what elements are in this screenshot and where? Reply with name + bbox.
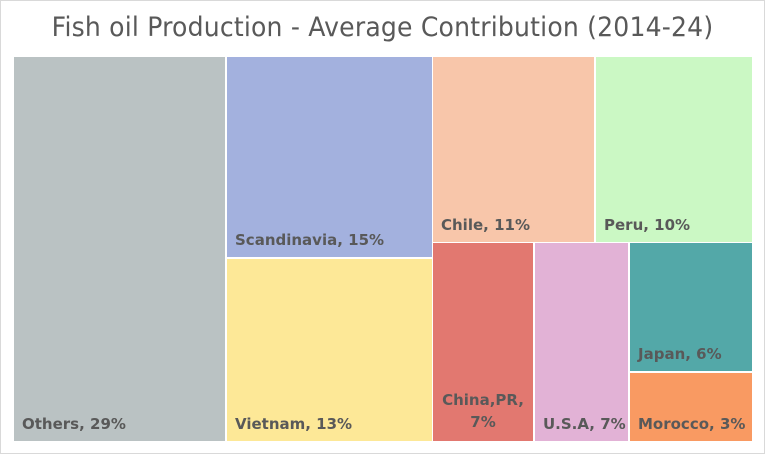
tile-scandinavia: Scandinavia, 15%	[227, 57, 432, 257]
tile-label: Scandinavia, 15%	[235, 231, 385, 249]
tile-label: Others, 29%	[22, 415, 126, 433]
tile-peru: Peru, 10%	[596, 57, 752, 242]
tile-others: Others, 29%	[14, 57, 225, 441]
tile-japan: Japan, 6%	[630, 243, 752, 371]
tile-u-s-a: U.S.A, 7%	[535, 243, 628, 441]
tile-vietnam: Vietnam, 13%	[227, 259, 432, 441]
tile-morocco: Morocco, 3%	[630, 373, 752, 441]
tile-label: China,PR, 7%	[442, 391, 524, 431]
tile-chile: Chile, 11%	[433, 57, 594, 242]
tile-label: U.S.A, 7%	[543, 415, 626, 433]
tile-label: Morocco, 3%	[638, 415, 746, 433]
tile-label: Japan, 6%	[638, 345, 722, 363]
chart-title: Fish oil Production - Average Contributi…	[51, 12, 714, 43]
tile-china-pr: China,PR, 7%	[433, 243, 533, 441]
tile-label: Vietnam, 13%	[235, 415, 353, 433]
tile-label: Peru, 10%	[604, 216, 691, 234]
tile-label: Chile, 11%	[441, 216, 530, 234]
